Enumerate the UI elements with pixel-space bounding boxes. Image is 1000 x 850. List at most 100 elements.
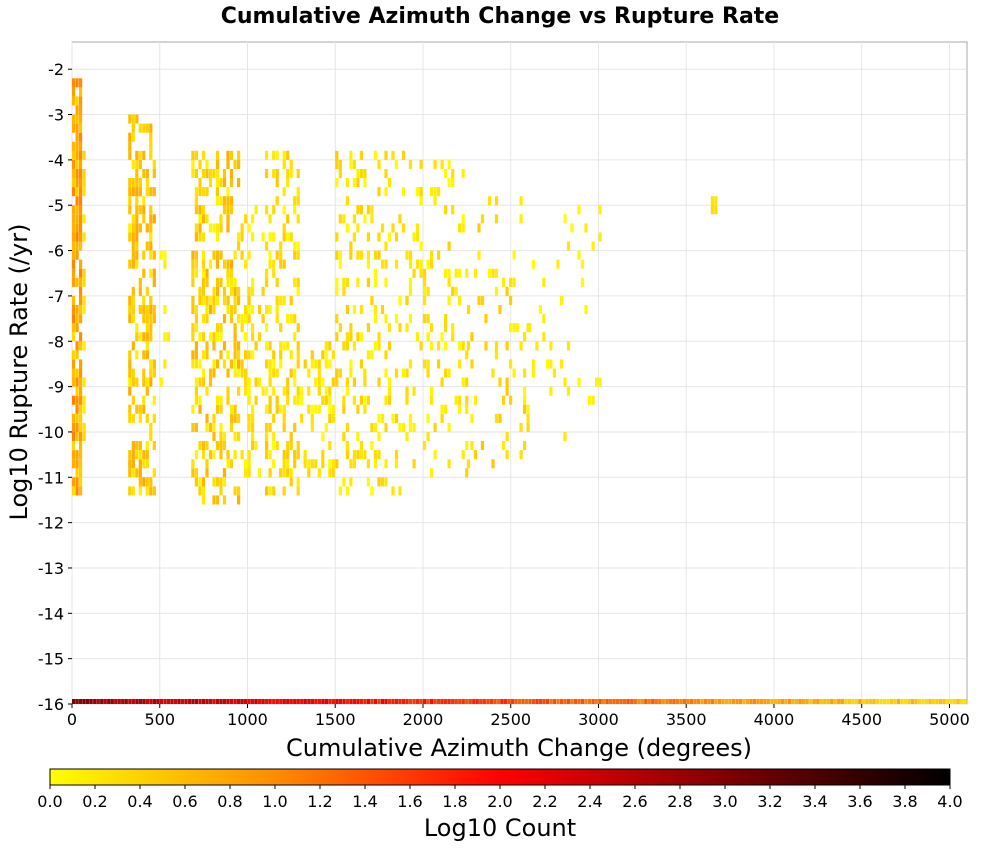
heatmap-cell xyxy=(458,223,462,233)
heatmap-cell xyxy=(317,468,321,478)
heatmap-cell xyxy=(265,241,269,251)
heatmap-cell xyxy=(394,699,399,704)
heatmap-cell xyxy=(201,250,206,260)
heatmap-cell xyxy=(345,377,349,387)
x-tick-label: 4000 xyxy=(754,710,795,729)
heatmap-cell xyxy=(359,699,364,704)
heatmap-cell xyxy=(363,368,367,378)
heatmap-cell xyxy=(215,232,220,242)
heatmap-cell xyxy=(296,395,300,405)
heatmap-cell xyxy=(268,214,272,224)
heatmap-cell xyxy=(142,305,146,315)
heatmap-cell xyxy=(72,87,76,97)
heatmap-cell xyxy=(198,232,202,242)
heatmap-cell xyxy=(494,286,499,296)
heatmap-cell xyxy=(465,699,469,704)
heatmap-cell xyxy=(384,241,388,251)
heatmap-cell xyxy=(194,341,198,351)
heatmap-cell xyxy=(208,259,213,269)
heatmap-cell xyxy=(79,259,83,269)
heatmap-cell xyxy=(226,223,230,233)
heatmap-cell xyxy=(240,314,244,324)
heatmap-cell xyxy=(356,205,360,215)
heatmap-cell xyxy=(149,314,153,324)
heatmap-cell xyxy=(240,232,244,242)
heatmap-cell xyxy=(426,259,430,269)
heatmap-cell xyxy=(394,413,399,423)
heatmap-cell xyxy=(477,250,481,260)
heatmap-cell xyxy=(215,323,220,333)
heatmap-cell xyxy=(377,450,381,460)
heatmap-cell xyxy=(359,250,363,260)
heatmap-cell xyxy=(135,114,139,124)
heatmap-cell xyxy=(229,259,234,269)
heatmap-cell xyxy=(279,250,283,260)
heatmap-cell xyxy=(430,250,434,260)
heatmap-cell xyxy=(394,232,399,242)
heatmap-cell xyxy=(473,450,478,460)
heatmap-cell xyxy=(79,459,83,469)
heatmap-cell xyxy=(198,214,202,224)
heatmap-cell xyxy=(244,386,248,396)
heatmap-cell xyxy=(233,286,237,296)
heatmap-cell xyxy=(437,341,441,351)
heatmap-cell xyxy=(433,196,437,206)
heatmap-cell xyxy=(268,232,272,242)
heatmap-cell xyxy=(444,368,448,378)
heatmap-cell xyxy=(380,223,385,233)
heatmap-cell xyxy=(921,699,925,704)
heatmap-cell xyxy=(194,477,198,487)
heatmap-cell xyxy=(289,431,293,441)
heatmap-cell xyxy=(470,332,474,342)
heatmap-cell xyxy=(430,395,434,405)
heatmap-cell xyxy=(401,699,406,704)
heatmap-cell xyxy=(194,169,198,179)
heatmap-cell xyxy=(735,699,739,704)
heatmap-cell xyxy=(759,699,764,704)
heatmap-cell xyxy=(542,699,546,704)
heatmap-cell xyxy=(444,341,448,351)
heatmap-cell xyxy=(149,250,153,260)
heatmap-cell xyxy=(524,699,529,704)
heatmap-cell xyxy=(237,699,241,704)
heatmap-cell xyxy=(198,404,202,414)
heatmap-cell xyxy=(72,150,76,160)
heatmap-cell xyxy=(352,395,356,405)
heatmap-cell xyxy=(282,422,286,432)
heatmap-cell xyxy=(265,268,269,278)
heatmap-cell xyxy=(523,386,527,396)
heatmap-cell xyxy=(300,386,304,396)
heatmap-cell xyxy=(401,150,406,160)
heatmap-cell xyxy=(282,404,286,414)
heatmap-cell xyxy=(566,699,571,704)
heatmap-cell xyxy=(595,377,599,387)
heatmap-cell xyxy=(247,395,251,405)
heatmap-cell xyxy=(310,459,314,469)
heatmap-cell xyxy=(135,232,139,242)
heatmap-cell xyxy=(268,450,272,460)
heatmap-cell xyxy=(149,214,153,224)
heatmap-cell xyxy=(321,699,325,704)
heatmap-cell xyxy=(72,169,76,179)
heatmap-cell xyxy=(844,699,848,704)
heatmap-cell xyxy=(566,341,571,351)
heatmap-cell xyxy=(282,341,286,351)
colorbar-tick-label: 0.0 xyxy=(37,792,62,811)
heatmap-cell xyxy=(493,699,497,704)
heatmap-cell xyxy=(363,214,367,224)
heatmap-cell xyxy=(142,205,146,215)
heatmap-cells xyxy=(72,78,967,704)
heatmap-cell xyxy=(296,250,300,260)
heatmap-cell xyxy=(296,350,300,360)
heatmap-cell xyxy=(279,241,283,251)
heatmap-cell xyxy=(128,196,132,206)
heatmap-cell xyxy=(324,350,328,360)
heatmap-cell xyxy=(644,699,648,704)
heatmap-cell xyxy=(131,295,135,305)
heatmap-cell xyxy=(317,699,321,704)
heatmap-cell xyxy=(244,459,248,469)
heatmap-cell xyxy=(72,277,76,287)
heatmap-cell xyxy=(559,295,564,305)
heatmap-cell xyxy=(191,250,195,260)
heatmap-cell xyxy=(433,187,437,197)
